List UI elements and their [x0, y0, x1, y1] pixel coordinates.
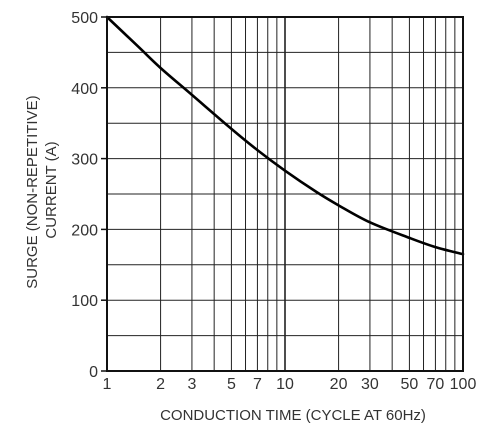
x-tick-label-7: 7: [253, 376, 262, 393]
grid: [107, 17, 463, 371]
y-tick-label-100: 100: [71, 293, 98, 310]
series-layer: [105, 15, 465, 256]
x-tick-label-2: 2: [156, 376, 165, 393]
y-tick-label-500: 500: [71, 10, 98, 27]
x-axis-title: CONDUCTION TIME (CYCLE AT 60Hz): [160, 407, 426, 424]
x-tick-label-5: 5: [227, 376, 236, 393]
y-tick-label-0: 0: [89, 364, 98, 381]
y-tick-label-200: 200: [71, 222, 98, 239]
y-tick-label-400: 400: [71, 81, 98, 98]
x-tick-label-30: 30: [361, 376, 379, 393]
plot-frame: [106, 16, 464, 372]
series-line-0: [105, 15, 465, 256]
x-tick-label-1: 1: [103, 376, 112, 393]
y-axis-title-line-2: CURRENT (A): [43, 141, 60, 238]
x-tick-label-3: 3: [187, 376, 196, 393]
x-tick-label-20: 20: [330, 376, 348, 393]
x-tick-label-50: 50: [401, 376, 419, 393]
y-tick-labels: 0 100 200 300 400 500: [71, 10, 107, 381]
y-tick-label-300: 300: [71, 152, 98, 169]
y-axis-title-line-1: SURGE (NON-REPETITIVE): [24, 95, 41, 288]
y-axis-title: SURGE (NON-REPETITIVE) CURRENT (A): [24, 91, 60, 289]
x-tick-labels: 1 2 3 5 7 10 20 30 50 70 100: [103, 376, 477, 393]
x-tick-label-10: 10: [276, 376, 294, 393]
x-tick-label-100: 100: [450, 376, 477, 393]
x-tick-label-70: 70: [427, 376, 445, 393]
